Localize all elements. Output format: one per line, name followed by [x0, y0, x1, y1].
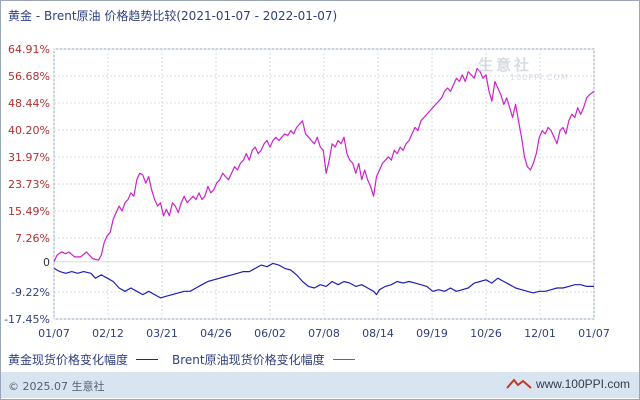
grid-layer: [53, 48, 595, 320]
x-tick-label: 06/02: [254, 327, 286, 340]
y-tick-label: 64.91%: [8, 43, 50, 56]
x-tick-label: 08/14: [362, 327, 394, 340]
watermark-name: 生意社: [478, 56, 533, 74]
gold-series-line: [53, 262, 594, 299]
brent-series-line: [53, 67, 595, 263]
legend-brent-label: Brent原油现货价格变化幅度: [172, 353, 325, 367]
axis-layer: 64.91% 56.68% 48.44% 40.20% 31.97% 23.73% 15.4…: [4, 43, 610, 340]
site-link[interactable]: www.100PPI.com: [506, 377, 630, 391]
x-tick-label: 01/07: [38, 327, 70, 340]
x-tick-label: 10/26: [470, 327, 502, 340]
site-logo-icon: [506, 378, 532, 390]
legend: 黄金现货价格变化幅度 Brent原油现货价格变化幅度: [8, 351, 369, 368]
footer-bar: [1, 372, 639, 398]
x-tick-label: 04/26: [200, 327, 232, 340]
x-tick-label: 03/21: [146, 327, 178, 340]
y-tick-label: -17.45%: [4, 313, 50, 326]
y-tick-label: 31.97%: [8, 151, 50, 164]
copyright: © 2025.07 生意社: [8, 380, 105, 393]
x-tick-label: 01/07: [578, 327, 610, 340]
y-tick-label: 7.26%: [15, 232, 50, 245]
y-tick-label: 56.68%: [8, 70, 50, 83]
legend-gold-label: 黄金现货价格变化幅度: [8, 353, 129, 367]
y-tick-label: 23.73%: [8, 178, 50, 191]
y-tick-label: 48.44%: [8, 97, 50, 110]
watermark: 生意社 100PPI.COM: [478, 54, 569, 82]
series-layer: [53, 67, 595, 299]
x-tick-label: 12/01: [524, 327, 556, 340]
x-tick-label: 02/12: [92, 327, 124, 340]
y-tick-label: 40.20%: [8, 124, 50, 137]
legend-gold-swatch: [136, 359, 159, 360]
watermark-url: 100PPI.COM: [510, 73, 569, 82]
legend-brent-swatch: [332, 359, 355, 360]
y-tick-label: 0: [43, 256, 50, 269]
site-url[interactable]: www.100PPI.com: [535, 377, 630, 391]
y-tick-label: -9.22%: [11, 286, 50, 299]
y-tick-label: 15.49%: [8, 205, 50, 218]
x-tick-label: 09/19: [416, 327, 448, 340]
chart-title: 黄金 - Brent原油 价格趋势比较(2021-01-07 - 2022-01…: [8, 9, 338, 23]
x-tick-label: 07/08: [308, 327, 340, 340]
